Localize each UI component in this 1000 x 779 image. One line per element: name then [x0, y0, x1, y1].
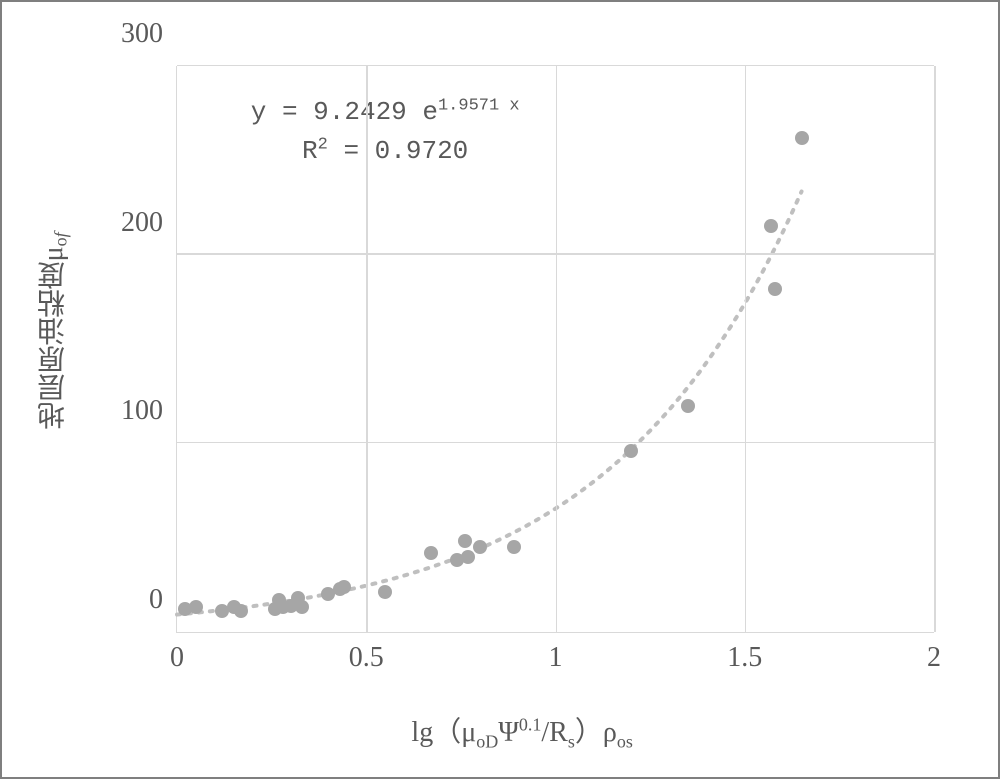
data-point: [295, 600, 309, 614]
y-tick-label: 300: [121, 18, 163, 50]
grid-line-vertical: [934, 66, 936, 632]
grid-line-vertical: [556, 66, 558, 632]
grid-line-vertical: [745, 66, 747, 632]
y-axis-label: 地层原油粘度μof: [34, 232, 74, 429]
data-point: [473, 540, 487, 554]
grid-line-horizontal: [177, 65, 934, 67]
data-point: [461, 550, 475, 564]
plot-area: y = 9.2429 e1.9571 xR2 = 0.9720 00.511.5…: [176, 66, 934, 633]
x-tick-label: 1: [549, 642, 563, 674]
data-point: [507, 540, 521, 554]
data-point: [189, 600, 203, 614]
data-point: [234, 604, 248, 618]
data-point: [424, 546, 438, 560]
data-point: [681, 399, 695, 413]
grid-line-vertical: [366, 66, 368, 632]
data-point: [795, 131, 809, 145]
data-point: [337, 580, 351, 594]
grid-line-horizontal: [177, 253, 934, 255]
grid-line-horizontal: [177, 442, 934, 444]
data-point: [768, 282, 782, 296]
equation-annotation: y = 9.2429 e1.9571 xR2 = 0.9720: [251, 93, 520, 171]
chart-frame: 地层原油粘度μof lg（μoDΨ0.1/Rs）ρos y = 9.2429 e…: [0, 0, 1000, 779]
data-point: [764, 219, 778, 233]
y-tick-label: 100: [121, 395, 163, 427]
chart-container: 地层原油粘度μof lg（μoDΨ0.1/Rs）ρos y = 9.2429 e…: [26, 26, 974, 753]
x-tick-label: 2: [927, 642, 941, 674]
x-tick-label: 1.5: [727, 642, 762, 674]
data-point: [624, 444, 638, 458]
x-axis-label: lg（μoDΨ0.1/Rs）ρos: [411, 710, 632, 753]
x-tick-label: 0: [170, 642, 184, 674]
data-point: [458, 534, 472, 548]
data-point: [378, 585, 392, 599]
x-tick-label: 0.5: [349, 642, 384, 674]
y-tick-label: 200: [121, 207, 163, 239]
y-tick-label: 0: [149, 584, 163, 616]
